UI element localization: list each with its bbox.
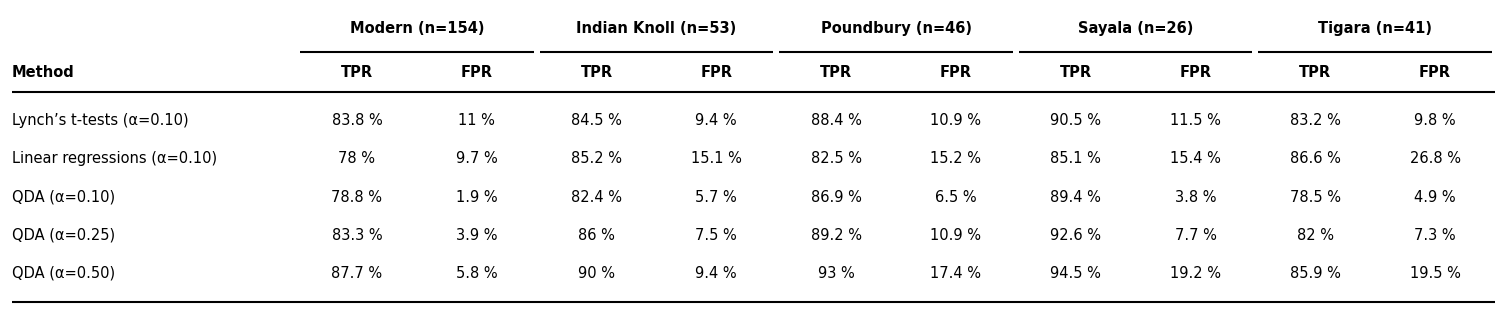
Text: 78.5 %: 78.5 %	[1290, 189, 1341, 204]
Text: 88.4 %: 88.4 %	[811, 113, 862, 128]
Text: Tigara (n=41): Tigara (n=41)	[1319, 21, 1432, 36]
Text: 93 %: 93 %	[818, 266, 854, 281]
Text: 86.9 %: 86.9 %	[811, 189, 862, 204]
Text: 19.5 %: 19.5 %	[1409, 266, 1460, 281]
Text: TPR: TPR	[1059, 66, 1091, 80]
Text: 83.2 %: 83.2 %	[1290, 113, 1341, 128]
Text: 94.5 %: 94.5 %	[1050, 266, 1102, 281]
Text: 82.4 %: 82.4 %	[571, 189, 622, 204]
Text: 87.7 %: 87.7 %	[332, 266, 383, 281]
Text: Method: Method	[12, 66, 75, 80]
Text: QDA (α=0.50): QDA (α=0.50)	[12, 266, 115, 281]
Text: Modern (n=154): Modern (n=154)	[350, 21, 484, 36]
Text: 10.9 %: 10.9 %	[930, 113, 981, 128]
Text: FPR: FPR	[461, 66, 493, 80]
Text: 7.3 %: 7.3 %	[1414, 228, 1456, 243]
Text: 15.4 %: 15.4 %	[1169, 151, 1221, 166]
Text: TPR: TPR	[820, 66, 851, 80]
Text: 15.2 %: 15.2 %	[930, 151, 981, 166]
Text: 83.3 %: 83.3 %	[332, 228, 383, 243]
Text: 9.4 %: 9.4 %	[696, 113, 737, 128]
Text: 9.7 %: 9.7 %	[455, 151, 497, 166]
Text: 85.2 %: 85.2 %	[571, 151, 622, 166]
Text: Sayala (n=26): Sayala (n=26)	[1078, 21, 1194, 36]
Text: FPR: FPR	[701, 66, 732, 80]
Text: 3.9 %: 3.9 %	[457, 228, 497, 243]
Text: FPR: FPR	[1180, 66, 1212, 80]
Text: 11 %: 11 %	[458, 113, 496, 128]
Text: 86 %: 86 %	[579, 228, 615, 243]
Text: 84.5 %: 84.5 %	[571, 113, 622, 128]
Text: 11.5 %: 11.5 %	[1169, 113, 1221, 128]
Text: 15.1 %: 15.1 %	[690, 151, 741, 166]
Text: TPR: TPR	[341, 66, 372, 80]
Text: 9.4 %: 9.4 %	[696, 266, 737, 281]
Text: FPR: FPR	[940, 66, 972, 80]
Text: 9.8 %: 9.8 %	[1414, 113, 1456, 128]
Text: Poundbury (n=46): Poundbury (n=46)	[820, 21, 972, 36]
Text: 78.8 %: 78.8 %	[332, 189, 383, 204]
Text: Indian Knoll (n=53): Indian Knoll (n=53)	[576, 21, 737, 36]
Text: 1.9 %: 1.9 %	[457, 189, 497, 204]
Text: 82 %: 82 %	[1298, 228, 1334, 243]
Text: 7.5 %: 7.5 %	[695, 228, 737, 243]
Text: 82.5 %: 82.5 %	[811, 151, 862, 166]
Text: 85.9 %: 85.9 %	[1290, 266, 1341, 281]
Text: FPR: FPR	[1420, 66, 1451, 80]
Text: 6.5 %: 6.5 %	[934, 189, 977, 204]
Text: Lynch’s t-tests (α=0.10): Lynch’s t-tests (α=0.10)	[12, 113, 188, 128]
Text: 90.5 %: 90.5 %	[1050, 113, 1102, 128]
Text: QDA (α=0.10): QDA (α=0.10)	[12, 189, 115, 204]
Text: 83.8 %: 83.8 %	[332, 113, 383, 128]
Text: 86.6 %: 86.6 %	[1290, 151, 1341, 166]
Text: 3.8 %: 3.8 %	[1175, 189, 1216, 204]
Text: TPR: TPR	[580, 66, 612, 80]
Text: 89.2 %: 89.2 %	[811, 228, 862, 243]
Text: 10.9 %: 10.9 %	[930, 228, 981, 243]
Text: 4.9 %: 4.9 %	[1414, 189, 1456, 204]
Text: 78 %: 78 %	[339, 151, 375, 166]
Text: 26.8 %: 26.8 %	[1409, 151, 1460, 166]
Text: 19.2 %: 19.2 %	[1169, 266, 1221, 281]
Text: TPR: TPR	[1299, 66, 1331, 80]
Text: 5.7 %: 5.7 %	[695, 189, 737, 204]
Text: 5.8 %: 5.8 %	[457, 266, 497, 281]
Text: 90 %: 90 %	[579, 266, 615, 281]
Text: 89.4 %: 89.4 %	[1050, 189, 1102, 204]
Text: 17.4 %: 17.4 %	[930, 266, 981, 281]
Text: 92.6 %: 92.6 %	[1050, 228, 1102, 243]
Text: Linear regressions (α=0.10): Linear regressions (α=0.10)	[12, 151, 217, 166]
Text: 7.7 %: 7.7 %	[1174, 228, 1216, 243]
Text: QDA (α=0.25): QDA (α=0.25)	[12, 228, 115, 243]
Text: 85.1 %: 85.1 %	[1050, 151, 1102, 166]
